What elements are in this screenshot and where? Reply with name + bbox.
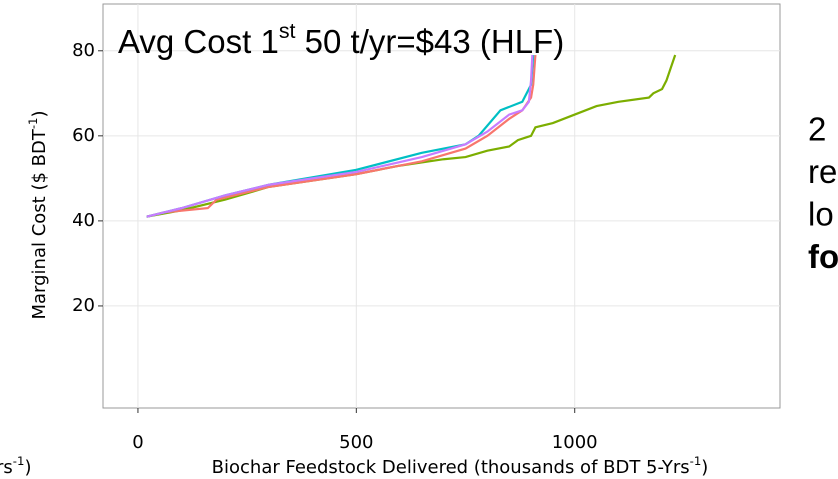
x-label: Biochar Feedstock Delivered (thousands o… <box>212 454 709 479</box>
text: Avg Cost 1 <box>118 23 279 60</box>
text: ) <box>24 457 31 478</box>
x-tick-label: 500 <box>339 432 373 453</box>
y-tick-label: 60 <box>72 125 95 146</box>
side-text: fo <box>808 238 838 275</box>
panel <box>102 3 781 409</box>
side-text: lo <box>808 196 834 233</box>
side-text: 2 <box>808 111 826 148</box>
text: Biochar Feedstock Delivered (thousands o… <box>212 457 690 478</box>
x-tick-label: 0 <box>132 432 143 453</box>
superscript: -1 <box>13 454 25 468</box>
y-tick-label: 20 <box>72 295 95 316</box>
x-tick-label: 1000 <box>552 432 598 453</box>
y-tick-label: 40 <box>72 210 95 231</box>
text: Marginal Cost ($ BDT <box>29 128 50 319</box>
text: ) <box>701 457 708 478</box>
superscript: -1 <box>690 454 702 468</box>
side-text: re <box>808 153 837 190</box>
annotation: Avg Cost 1st 50 t/yr=$43 (HLF) <box>118 19 564 60</box>
y-tick-label: 80 <box>72 40 95 61</box>
line <box>146 54 534 218</box>
superscript: st <box>279 19 296 43</box>
text: rs <box>0 457 13 478</box>
superscript: -1 <box>26 118 40 130</box>
text: 50 t/yr=$43 (HLF) <box>296 23 565 60</box>
text: ) <box>29 110 50 117</box>
y-label: Marginal Cost ($ BDT-1) <box>26 110 51 319</box>
left-fragment: rs-1) <box>0 454 31 479</box>
